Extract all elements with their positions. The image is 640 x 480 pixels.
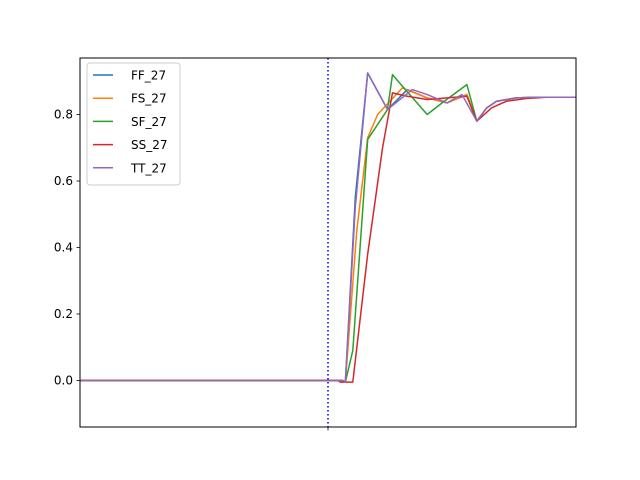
legend-label: FF_27 <box>131 69 166 83</box>
series-line-ss-27 <box>80 92 576 383</box>
y-tick-label: 0.8 <box>54 108 73 122</box>
y-tick-label: 0.4 <box>54 240 73 254</box>
series-line-tt-27 <box>80 72 576 383</box>
y-tick-label: 0.0 <box>54 373 73 387</box>
y-axis: 0.0 0.2 0.4 0.6 0.8 <box>54 108 80 387</box>
legend: FF_27 FS_27 SF_27 SS_27 TT_27 <box>86 62 181 186</box>
y-tick-label: 0.2 <box>54 307 73 321</box>
legend-label: SS_27 <box>131 138 168 152</box>
legend-label: FS_27 <box>131 92 167 106</box>
legend-box <box>86 62 181 186</box>
legend-label: SF_27 <box>131 115 167 129</box>
y-tick-label: 0.6 <box>54 174 73 188</box>
series-layer <box>80 72 576 383</box>
legend-label: TT_27 <box>130 161 167 175</box>
